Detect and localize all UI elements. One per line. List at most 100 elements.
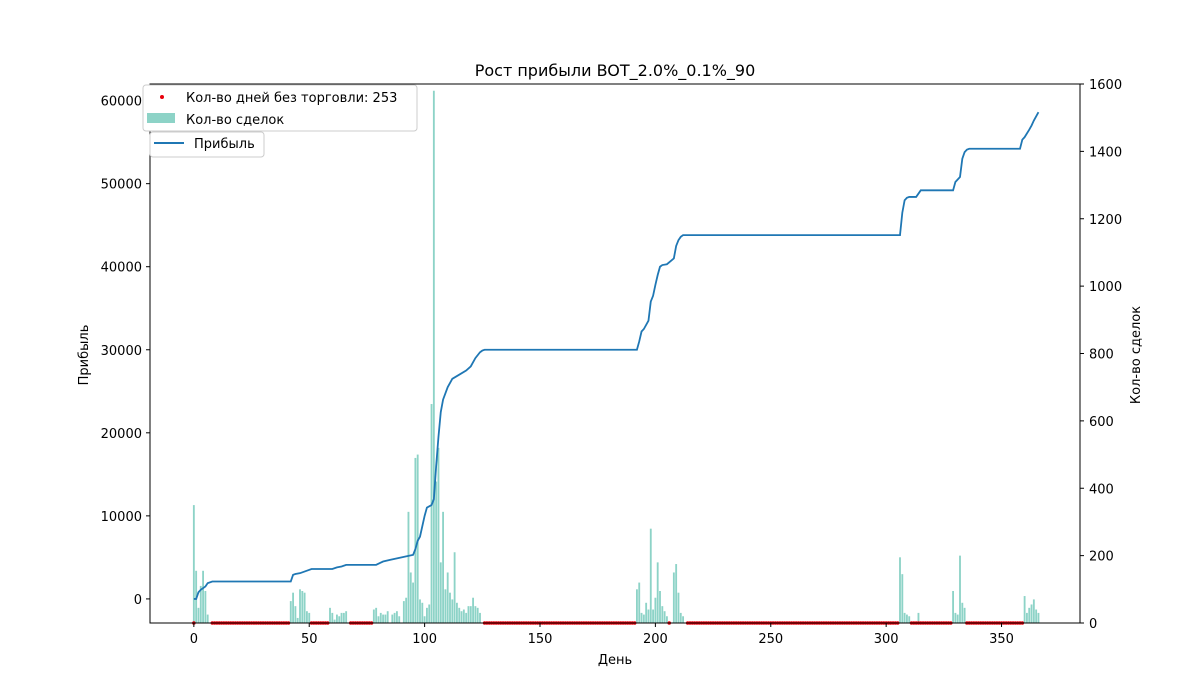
deals-bar <box>666 616 668 623</box>
deals-bar <box>1023 596 1026 623</box>
deals-bar <box>460 611 463 623</box>
deals-bar <box>472 597 474 623</box>
deals-bar <box>432 90 435 624</box>
deals-bar <box>430 404 433 623</box>
deals-bar <box>899 557 901 623</box>
x-tick-label: 50 <box>301 632 318 647</box>
legend-no-trade-marker <box>160 95 164 99</box>
x-axis-ticks: 0 50 100 150 200 250 300 350 <box>190 623 1014 647</box>
deals-bar <box>204 590 207 623</box>
deals-bar <box>292 592 294 623</box>
deals-bar <box>682 616 684 623</box>
deals-bar <box>456 602 458 623</box>
deals-bar <box>206 614 209 623</box>
deals-bar <box>437 447 440 623</box>
y2-tick-label: 400 <box>1089 482 1114 497</box>
deals-bar <box>340 612 343 623</box>
deals-bar <box>386 611 389 623</box>
deals-bar <box>336 614 338 623</box>
deals-bar <box>379 612 382 623</box>
deals-bar <box>414 457 417 623</box>
deals-bar <box>652 609 654 623</box>
y2-axis-label: Кол-во сделок <box>1129 306 1144 404</box>
deals-bar <box>398 616 401 623</box>
deals-bar <box>479 612 481 623</box>
y2-tick-label: 1600 <box>1089 78 1122 93</box>
deals-bar <box>642 614 645 623</box>
deals-bar <box>402 601 405 623</box>
deals-bar <box>908 616 911 623</box>
deals-bar <box>663 611 666 623</box>
legend-no-trade-label: Кол-во дней без торговли: 253 <box>186 91 397 106</box>
x-tick-label: 250 <box>758 632 783 647</box>
deals-bar <box>439 562 442 623</box>
legend-profit-label: Прибыль <box>194 137 255 152</box>
deals-bar <box>345 611 348 623</box>
deals-bar <box>192 505 195 623</box>
deals-bar <box>1030 604 1033 623</box>
deals-bar <box>428 604 431 623</box>
deals-bar <box>294 606 297 623</box>
y-tick-label: 60000 <box>101 95 142 110</box>
deals-bar <box>901 574 904 623</box>
deals-bar <box>331 612 334 623</box>
y-tick-label: 40000 <box>101 261 142 276</box>
x-axis-label: День <box>598 653 632 668</box>
deals-bar <box>444 589 447 623</box>
deals-bar <box>412 582 414 623</box>
deals-bar <box>952 590 954 623</box>
deals-bar <box>382 614 384 623</box>
deals-bar <box>656 562 659 623</box>
deals-bar <box>391 614 394 623</box>
deals-bar <box>451 599 454 623</box>
y2-axis-ticks: 0 200 400 600 800 1000 1200 1400 1600 <box>1080 78 1122 632</box>
deals-bar <box>396 611 398 623</box>
y-axis-label: Прибыль <box>77 325 92 386</box>
deals-bar <box>903 612 906 623</box>
deals-bar <box>476 607 479 623</box>
y2-tick-label: 1400 <box>1089 145 1122 160</box>
y-tick-label: 10000 <box>101 510 142 525</box>
deals-bar <box>638 582 641 623</box>
deals-bar <box>458 607 461 623</box>
deals-bar <box>645 602 648 623</box>
y2-tick-label: 600 <box>1089 415 1114 430</box>
deals-bar <box>954 612 957 623</box>
deals-bar <box>372 609 375 623</box>
deals-bar <box>640 612 643 623</box>
x-tick-label: 100 <box>412 632 437 647</box>
y2-tick-label: 800 <box>1089 348 1114 363</box>
deals-bar <box>299 589 301 623</box>
y-tick-label: 30000 <box>101 344 142 359</box>
legend-deals-swatch <box>147 113 175 123</box>
deals-bar <box>393 612 396 623</box>
x-tick-label: 150 <box>528 632 553 647</box>
deals-bar <box>462 609 465 623</box>
deals-bar <box>961 602 964 623</box>
deals-bar <box>329 607 331 623</box>
deals-bar <box>1037 612 1040 623</box>
x-tick-label: 0 <box>190 632 198 647</box>
y-tick-label: 20000 <box>101 427 142 442</box>
deals-bar <box>435 481 438 623</box>
deals-bar <box>202 570 204 623</box>
deals-bar <box>416 454 419 623</box>
deals-bar <box>672 572 675 623</box>
deals-bar <box>338 616 341 623</box>
deals-bar <box>384 614 387 623</box>
deals-bar <box>906 614 908 623</box>
legend-top-frame <box>142 84 418 132</box>
deals-bar <box>449 592 451 623</box>
deals-bar <box>1035 609 1038 623</box>
deals-bar <box>1026 612 1028 623</box>
y2-tick-label: 1000 <box>1089 280 1122 295</box>
deals-bar <box>956 614 959 623</box>
deals-bar <box>407 511 410 623</box>
plot-area <box>192 90 1040 625</box>
deals-bar <box>453 552 456 623</box>
deals-bar <box>342 612 345 623</box>
deals-bar <box>959 555 961 623</box>
deals-bar <box>423 616 426 623</box>
deals-bar <box>465 612 468 623</box>
